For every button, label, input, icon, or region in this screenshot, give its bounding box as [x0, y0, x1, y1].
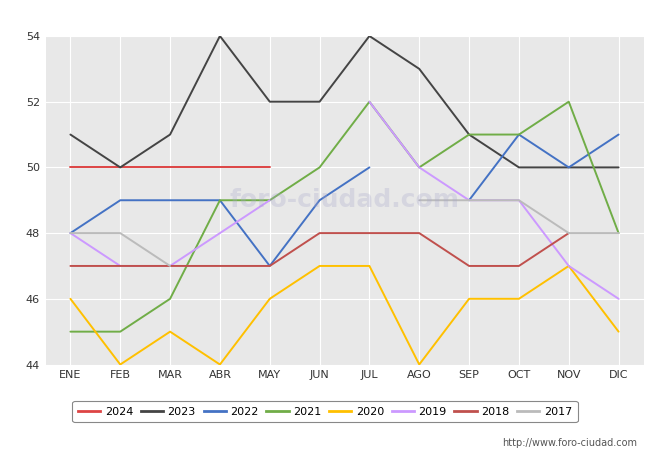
Text: foro-ciudad.com: foro-ciudad.com	[229, 188, 460, 212]
Text: http://www.foro-ciudad.com: http://www.foro-ciudad.com	[502, 438, 637, 448]
Legend: 2024, 2023, 2022, 2021, 2020, 2019, 2018, 2017: 2024, 2023, 2022, 2021, 2020, 2019, 2018…	[72, 401, 578, 422]
Text: Afiliados en Melgar de Arriba a 31/5/2024: Afiliados en Melgar de Arriba a 31/5/202…	[147, 10, 503, 26]
